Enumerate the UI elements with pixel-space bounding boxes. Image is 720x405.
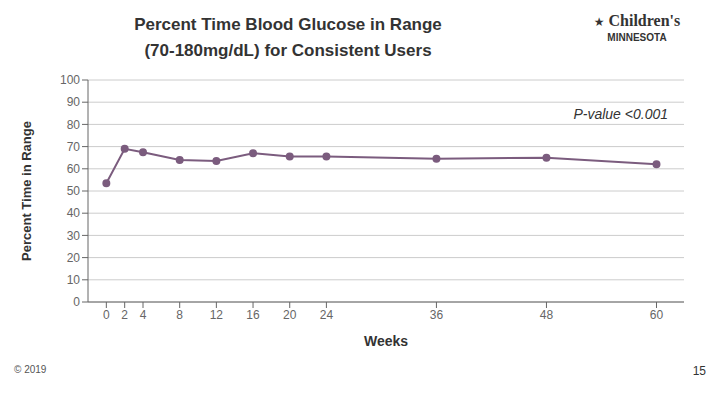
svg-text:12: 12 bbox=[210, 308, 224, 322]
svg-text:16: 16 bbox=[246, 308, 260, 322]
html-text:(70-180mg/dL) for Consistent U: (70-180mg/dL) for Consistent Users bbox=[144, 41, 432, 60]
svg-text:36: 36 bbox=[430, 308, 444, 322]
svg-text:60: 60 bbox=[67, 162, 81, 176]
html-text:★ Children's: ★ Children's bbox=[593, 12, 681, 29]
svg-text:20: 20 bbox=[283, 308, 297, 322]
svg-text:20: 20 bbox=[67, 251, 81, 265]
svg-text:60: 60 bbox=[650, 308, 664, 322]
svg-text:48: 48 bbox=[540, 308, 554, 322]
svg-text:0: 0 bbox=[103, 308, 110, 322]
svg-text:8: 8 bbox=[176, 308, 183, 322]
svg-text:24: 24 bbox=[320, 308, 334, 322]
svg-text:90: 90 bbox=[67, 95, 81, 109]
svg-text:70: 70 bbox=[67, 140, 81, 154]
html-text:© 2019: © 2019 bbox=[14, 364, 47, 375]
svg-text:0: 0 bbox=[73, 295, 80, 309]
html-text:15: 15 bbox=[692, 364, 706, 378]
svg-text:80: 80 bbox=[67, 118, 81, 132]
html-text:P-value <0.001: P-value <0.001 bbox=[573, 106, 668, 122]
svg-text:2: 2 bbox=[121, 308, 128, 322]
svg-text:10: 10 bbox=[67, 273, 81, 287]
svg-text:100: 100 bbox=[60, 73, 80, 87]
svg-text:4: 4 bbox=[140, 308, 147, 322]
svg-text:50: 50 bbox=[67, 184, 81, 198]
svg-text:30: 30 bbox=[67, 229, 81, 243]
svg-text:40: 40 bbox=[67, 206, 81, 220]
html-text:Percent Time Blood Glucose in: Percent Time Blood Glucose in Range bbox=[134, 15, 442, 34]
html-text:MINNESOTA: MINNESOTA bbox=[607, 32, 667, 43]
svg-text:Weeks: Weeks bbox=[364, 333, 408, 349]
svg-text:Percent Time in Range: Percent Time in Range bbox=[19, 121, 34, 261]
